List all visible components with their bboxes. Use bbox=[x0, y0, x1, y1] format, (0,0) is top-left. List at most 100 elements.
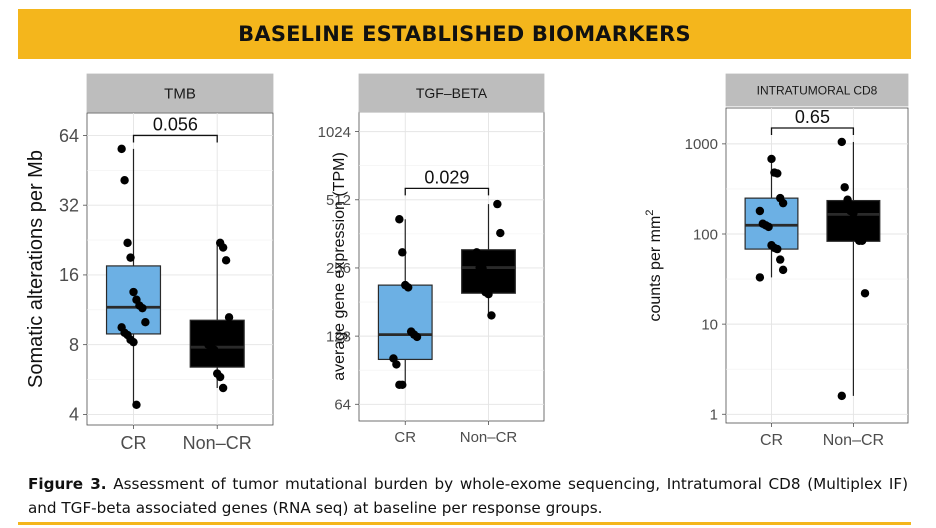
y-tick-label: 64 bbox=[59, 126, 79, 146]
data-point bbox=[120, 176, 129, 185]
points-non-cr bbox=[837, 137, 870, 401]
points-non-cr bbox=[201, 238, 234, 393]
data-point bbox=[123, 238, 132, 248]
data-point bbox=[837, 391, 846, 401]
facet-strip-label: TMB bbox=[164, 85, 196, 102]
data-point bbox=[852, 229, 861, 239]
x-tick-label: Non–CR bbox=[460, 429, 518, 446]
data-point bbox=[778, 198, 788, 208]
y-tick-label: 16 bbox=[59, 265, 79, 285]
points-cr bbox=[117, 144, 150, 410]
box-body bbox=[461, 249, 516, 294]
y-tick-label: 1000 bbox=[685, 136, 718, 153]
data-point bbox=[404, 283, 413, 292]
data-point bbox=[398, 380, 407, 390]
data-point bbox=[857, 236, 867, 246]
data-point bbox=[493, 199, 502, 209]
facet-strip bbox=[86, 73, 274, 113]
data-point bbox=[224, 313, 234, 322]
data-point bbox=[496, 228, 505, 238]
p-value-label: 0.65 bbox=[795, 107, 830, 127]
data-point bbox=[773, 169, 782, 178]
y-axis-label: counts per mm2 bbox=[644, 209, 664, 321]
data-point bbox=[132, 400, 141, 410]
points-cr bbox=[389, 215, 422, 390]
points-cr bbox=[755, 154, 788, 282]
p-value-label: 0.029 bbox=[424, 167, 469, 187]
x-tick-label: CR bbox=[760, 432, 783, 449]
plot-area bbox=[725, 107, 909, 424]
data-point bbox=[764, 222, 773, 232]
plot-area bbox=[358, 111, 545, 422]
y-tick-label: 32 bbox=[59, 195, 79, 215]
y-tick-label: 1 bbox=[710, 407, 718, 424]
chart-panel-3: INTRATUMORAL CD8 1 10 100 1000 counts per mm2… bbox=[644, 73, 909, 449]
box-body bbox=[189, 319, 245, 368]
caption-label: Figure 3. bbox=[28, 475, 107, 493]
significance-annotation: 0.029 bbox=[404, 167, 490, 196]
chart-panel-1: TMB 4 8 16 32 64 Somatic alterations per Mb CR N… bbox=[25, 73, 274, 453]
data-point bbox=[398, 248, 407, 257]
facet-strip bbox=[725, 73, 909, 107]
data-point bbox=[755, 273, 765, 282]
data-point bbox=[755, 206, 765, 216]
data-point bbox=[840, 183, 849, 192]
data-point bbox=[767, 154, 776, 164]
bottom-rule bbox=[18, 522, 911, 525]
significance-annotation: 0.65 bbox=[770, 107, 855, 135]
significance-annotation: 0.056 bbox=[132, 114, 218, 143]
data-point bbox=[129, 337, 138, 347]
title-banner: BASELINE ESTABLISHED BIOMARKERS bbox=[18, 9, 911, 59]
x-tick-label: Non–CR bbox=[183, 433, 252, 453]
y-tick-label: 4 bbox=[69, 405, 79, 425]
data-point bbox=[472, 248, 481, 257]
y-tick-label: 512 bbox=[326, 192, 351, 209]
facet-strip-label: TGF–BETA bbox=[416, 85, 488, 101]
points-non-cr bbox=[472, 199, 505, 320]
data-point bbox=[141, 318, 150, 327]
chart-panel-2: TGF–BETA 64 128 256 512 1024 average gene expr… bbox=[318, 73, 545, 446]
y-tick-label: 10 bbox=[701, 316, 718, 333]
data-point bbox=[860, 289, 870, 298]
biomarker-figure: TMB 4 8 16 32 64 Somatic alterations per Mb CR N… bbox=[25, 73, 909, 453]
figure-caption: Figure 3. Assessment of tumor mutational… bbox=[28, 472, 908, 520]
data-point bbox=[837, 137, 846, 147]
data-point bbox=[849, 209, 858, 218]
data-point bbox=[218, 383, 228, 393]
data-point bbox=[126, 253, 135, 262]
y-axis-label: average gene expression (TPM) bbox=[331, 152, 348, 381]
box-non-cr bbox=[826, 141, 881, 396]
x-tick-label: Non–CR bbox=[823, 432, 884, 449]
box-body bbox=[826, 199, 881, 242]
data-point bbox=[210, 345, 219, 355]
data-point bbox=[843, 195, 852, 204]
x-tick-label: CR bbox=[121, 433, 147, 453]
y-tick-label: 128 bbox=[326, 328, 351, 345]
box-cr bbox=[377, 219, 433, 385]
y-tick-label: 64 bbox=[334, 397, 351, 414]
y-tick-label: 256 bbox=[326, 260, 351, 277]
y-tick-label: 8 bbox=[69, 335, 79, 355]
facet-strip-label: INTRATUMORAL CD8 bbox=[757, 83, 878, 97]
significance-bracket bbox=[404, 187, 490, 196]
data-point bbox=[392, 360, 401, 369]
data-point bbox=[487, 311, 496, 320]
data-point bbox=[778, 265, 788, 275]
data-point bbox=[215, 372, 225, 382]
facet-strip bbox=[358, 73, 545, 113]
box-non-cr bbox=[461, 204, 516, 316]
box-body bbox=[377, 284, 433, 361]
significance-bracket bbox=[132, 134, 218, 143]
significance-bracket bbox=[770, 127, 855, 135]
y-tick-label: 100 bbox=[693, 226, 718, 243]
data-point bbox=[478, 264, 487, 273]
data-point bbox=[773, 244, 782, 254]
y-tick-label: 1024 bbox=[318, 124, 351, 141]
y-axis-label: Somatic alterations per Mb bbox=[25, 150, 47, 388]
banner-title: BASELINE ESTABLISHED BIOMARKERS bbox=[238, 22, 691, 46]
data-point bbox=[221, 256, 231, 265]
data-point bbox=[218, 243, 228, 252]
data-point bbox=[129, 287, 138, 297]
data-point bbox=[138, 303, 147, 313]
data-point bbox=[395, 215, 404, 224]
